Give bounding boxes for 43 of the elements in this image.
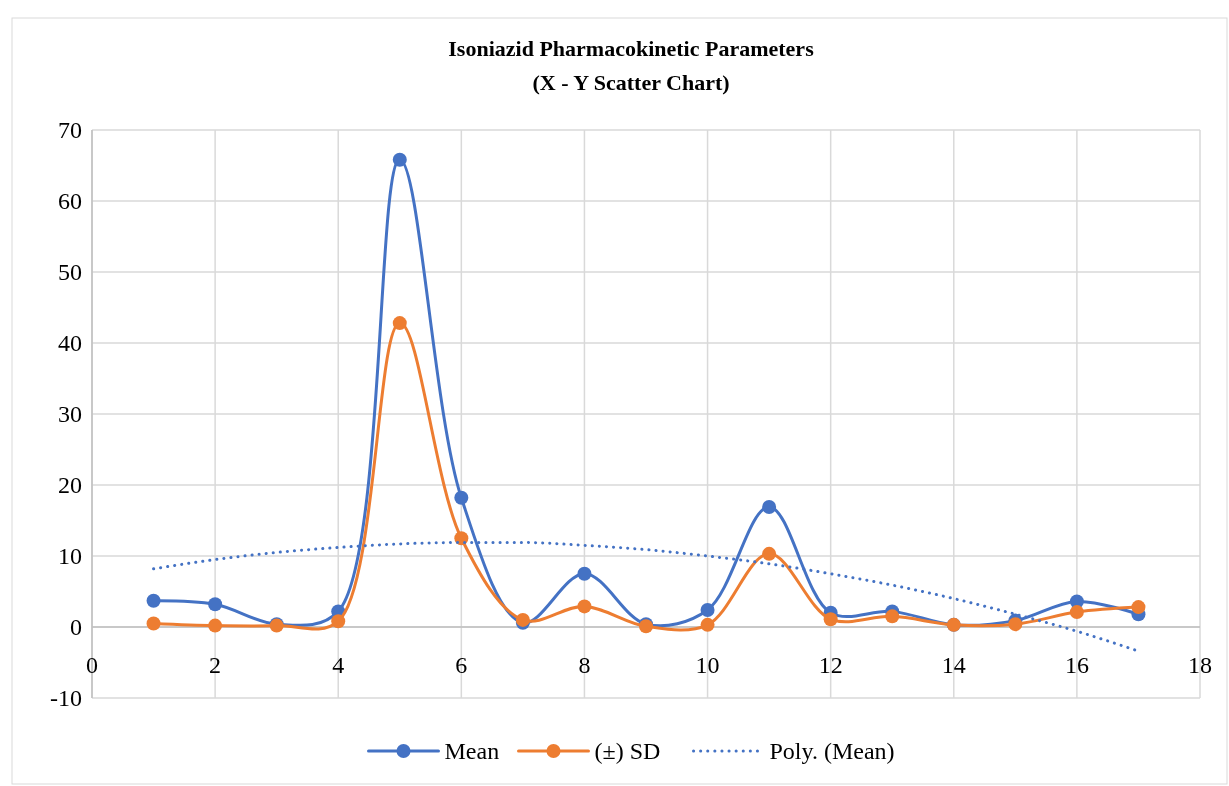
y-tick-label: 10	[58, 543, 82, 570]
legend-label: Mean	[444, 738, 500, 765]
chart-subtitle: (X - Y Scatter Chart)	[532, 70, 730, 95]
point	[146, 616, 161, 631]
y-tick-label: 70	[58, 117, 82, 144]
point	[1008, 617, 1023, 632]
point	[885, 609, 900, 624]
legend-label: Poly. (Mean)	[769, 738, 895, 765]
x-tick-label: 10	[695, 652, 720, 678]
y-tick-label: 30	[58, 401, 82, 428]
x-tick-label: 0	[86, 652, 98, 678]
x-tick-label: 4	[332, 652, 345, 678]
y-tick-label: 20	[58, 472, 82, 499]
point	[454, 490, 469, 505]
legend-label: (±) SD	[594, 738, 661, 765]
x-tick-label: 8	[578, 652, 591, 678]
y-tick-label: 50	[58, 259, 82, 286]
point	[823, 612, 838, 627]
point	[762, 500, 777, 515]
point	[700, 602, 715, 617]
point	[392, 316, 407, 331]
point	[762, 546, 777, 561]
x-tick-label: 18	[1188, 652, 1212, 678]
x-tick-label: 2	[209, 652, 222, 678]
point	[392, 152, 407, 167]
chart-title: Isoniazid Pharmacokinetic Parameters	[448, 36, 815, 61]
y-tick-label: -10	[50, 685, 82, 712]
point	[146, 593, 161, 608]
point	[208, 597, 223, 612]
y-tick-label: 40	[58, 330, 82, 357]
point	[331, 614, 346, 629]
y-tick-label: 60	[58, 188, 82, 215]
point	[577, 599, 592, 614]
x-tick-label: 16	[1064, 652, 1089, 678]
x-tick-label: 6	[455, 652, 468, 678]
point	[1131, 600, 1146, 615]
point	[208, 618, 223, 633]
x-tick-label: 14	[941, 652, 966, 678]
point	[700, 617, 715, 632]
point	[1069, 605, 1084, 620]
x-tick-label: 12	[818, 652, 843, 678]
point	[577, 566, 592, 581]
y-tick-label: 0	[70, 614, 82, 641]
